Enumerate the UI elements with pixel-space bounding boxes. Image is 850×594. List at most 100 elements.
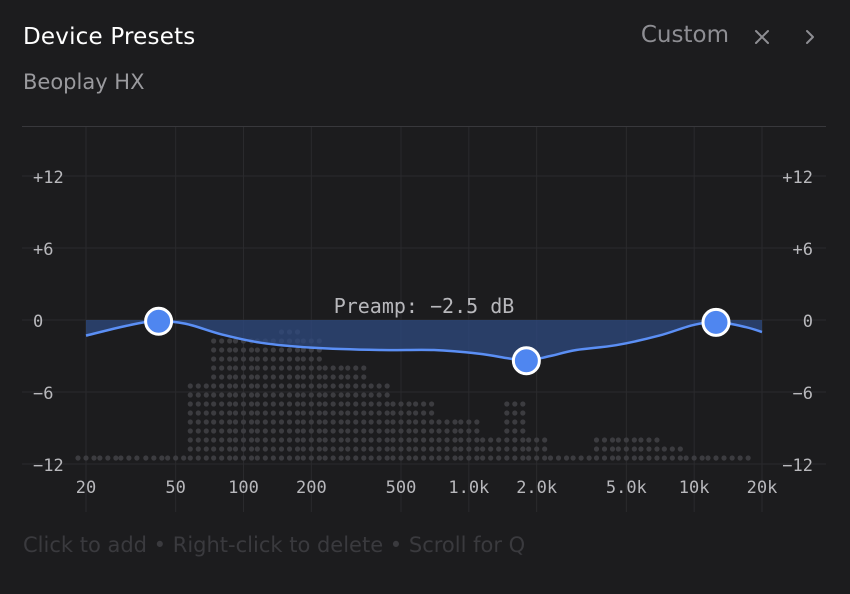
spectrum-dot (547, 455, 554, 461)
spectrum-dot (240, 374, 247, 380)
spectrum-column (705, 455, 727, 461)
spectrum-dot (187, 383, 193, 389)
spectrum-dot (294, 428, 301, 434)
next-button[interactable] (798, 25, 822, 49)
spectrum-dot (384, 446, 390, 452)
y-tick-label-right: +6 (793, 240, 813, 260)
spectrum-dot (211, 446, 217, 452)
spectrum-dot (300, 455, 306, 461)
close-button[interactable] (750, 25, 774, 49)
spectrum-dot (227, 356, 233, 362)
spectrum-dot (338, 374, 344, 380)
spectrum-column (570, 455, 592, 461)
spectrum-dot (300, 365, 306, 371)
spectrum-dot (353, 410, 359, 416)
y-axis-labels: +12 +12 +6 +6 0 0 −6 −6 −12 −12 (33, 168, 813, 476)
eq-graph[interactable]: Preamp: −2.5 dB +12 +12 +6 +6 0 0 −6 −6 −12 −12 2… (0, 127, 850, 527)
spectrum-dot (203, 455, 209, 461)
spectrum-dot (638, 437, 644, 443)
spectrum-dot (294, 446, 301, 452)
band-handles[interactable] (144, 306, 731, 376)
spectrum-dot (227, 392, 233, 398)
spectrum-dot (361, 437, 367, 443)
eq-chart[interactable]: Preamp: −2.5 dB +12 +12 +6 +6 0 0 −6 −6 −12 −12 2… (0, 127, 850, 527)
x-tick-label: 5.0k (606, 478, 647, 498)
spectrum-dot (286, 383, 293, 389)
spectrum-dot (294, 383, 301, 389)
spectrum-dot (421, 401, 427, 407)
close-icon (755, 30, 769, 44)
spectrum-dot (270, 455, 276, 461)
spectrum-dot (390, 419, 396, 425)
spectrum-dot (458, 419, 464, 425)
eq-curve (85, 319, 763, 363)
spectrum-dot (520, 455, 526, 461)
spectrum-dot (278, 446, 285, 452)
spectrum-dot (203, 392, 209, 398)
spectrum-column (661, 446, 683, 461)
spectrum-dot (631, 455, 637, 461)
spectrum-dot (316, 428, 322, 434)
spectrum-dot (353, 401, 359, 407)
spectrum-dot (195, 410, 201, 416)
band-handle-2[interactable] (511, 346, 541, 376)
spectrum-dot (421, 437, 427, 443)
spectrum-dot (413, 419, 419, 425)
spectrum-dot (413, 401, 419, 407)
spectrum-dot (187, 446, 193, 452)
spectrum-dot (294, 347, 301, 353)
x-tick-label: 50 (165, 478, 185, 498)
spectrum-dot (466, 455, 472, 461)
spectrum-dot (322, 428, 328, 434)
spectrum-dot (262, 437, 268, 443)
spectrum-dot (270, 356, 276, 362)
spectrum-dot (353, 437, 359, 443)
band-handle-3[interactable] (701, 307, 731, 337)
spectrum-dot (126, 455, 132, 461)
spectrum-dot (240, 356, 247, 362)
spectrum-column (187, 383, 209, 461)
spectrum-dot (480, 455, 486, 461)
x-tick-label: 20 (76, 478, 96, 498)
x-tick-label: 100 (228, 478, 259, 498)
spectrum-dot (165, 455, 171, 461)
spectrum-dot (262, 446, 268, 452)
band-handle-1[interactable] (144, 306, 174, 336)
spectrum-dot (118, 455, 124, 461)
spectrum-dot (286, 437, 293, 443)
spectrum-dot (421, 410, 427, 416)
spectrum-dot (452, 437, 458, 443)
spectrum-dot (384, 410, 390, 416)
spectrum-dot (345, 410, 351, 416)
spectrum-dot (219, 383, 225, 389)
spectrum-dot (353, 455, 359, 461)
spectrum-dot (232, 446, 239, 452)
spectrum-dot (376, 410, 382, 416)
spectrum-column (683, 455, 705, 461)
spectrum-dot (661, 455, 667, 461)
spectrum-dot (444, 428, 450, 434)
spectrum-dot (330, 437, 336, 443)
preset-selector[interactable]: Custom (640, 22, 729, 48)
spectrum-dot (601, 446, 608, 452)
spectrum-dot (413, 428, 419, 434)
spectrum-dot (384, 428, 390, 434)
spectrum-dot (390, 428, 396, 434)
spectrum-dot (631, 437, 637, 443)
spectrum-dot (270, 347, 276, 353)
spectrum-column (547, 455, 570, 461)
spectrum-dot (705, 455, 711, 461)
spectrum-dot (227, 446, 233, 452)
spectrum-dot (330, 383, 336, 389)
spectrum-dot (330, 392, 336, 398)
spectrum-dot (286, 347, 293, 353)
spectrum-dot (316, 383, 322, 389)
spectrum-dot (368, 392, 374, 398)
spectrum-column (413, 401, 435, 461)
spectrum-dot (353, 365, 359, 371)
spectrum-dot (534, 455, 540, 461)
spectrum-column (615, 437, 637, 461)
spectrum-dot (661, 446, 667, 452)
spectrum-dot (262, 383, 268, 389)
y-tick-label-left: +6 (33, 240, 53, 260)
